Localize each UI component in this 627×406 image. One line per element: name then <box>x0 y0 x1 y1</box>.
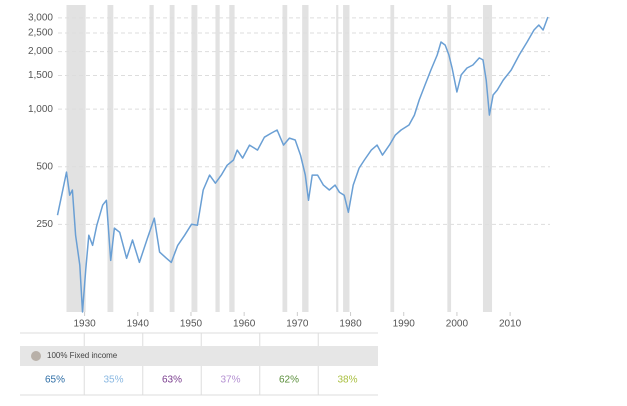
recession-band <box>302 5 309 312</box>
recession-band <box>149 5 154 312</box>
recession-band <box>229 5 235 312</box>
x-tick-label: 1950 <box>180 319 203 330</box>
recession-band <box>336 5 339 312</box>
cell-value: 62% <box>279 375 299 386</box>
y-tick-label: 2,000 <box>28 46 53 57</box>
recession-band <box>482 5 493 312</box>
y-tick-label: 1,000 <box>28 104 53 115</box>
price-line <box>56 16 549 313</box>
cell-value: 35% <box>103 375 123 386</box>
cell-value: 38% <box>337 375 357 386</box>
legend-icon <box>31 351 41 361</box>
row-label: 100% Fixed income <box>47 351 118 360</box>
recession-band <box>282 5 288 312</box>
recession-band <box>343 5 350 312</box>
table-row-header <box>20 346 378 366</box>
y-tick-label: 3,000 <box>28 13 53 24</box>
cell-value: 63% <box>162 375 182 386</box>
x-tick-label: 2000 <box>446 319 469 330</box>
recession-band <box>390 5 395 312</box>
cell-value: 37% <box>220 375 240 386</box>
table: 100% Fixed income 65% 35% 63% 37% 62% 38% <box>20 332 378 396</box>
x-tick-label: 1960 <box>233 319 256 330</box>
recession-band <box>215 5 220 312</box>
recession-band <box>191 5 198 312</box>
x-tick-label: 1970 <box>286 319 309 330</box>
recession-band <box>107 5 114 312</box>
recession-band <box>169 5 175 312</box>
y-tick-label: 2,500 <box>28 28 53 39</box>
chart: 250 500 1,000 1,500 2,000 2,500 3,000 1930 1940 1… <box>28 5 550 330</box>
x-tick-label: 1980 <box>339 319 362 330</box>
y-tick-label: 250 <box>36 219 53 230</box>
y-tick-label: 1,500 <box>28 70 53 81</box>
x-tick-label: 1940 <box>127 319 150 330</box>
y-tick-label: 500 <box>36 161 53 172</box>
x-tick-label: 1930 <box>73 319 96 330</box>
recession-band <box>66 5 86 312</box>
recession-band <box>447 5 452 312</box>
x-tick-label: 2010 <box>499 319 522 330</box>
cell-value: 65% <box>45 375 65 386</box>
x-tick-label: 1990 <box>393 319 416 330</box>
